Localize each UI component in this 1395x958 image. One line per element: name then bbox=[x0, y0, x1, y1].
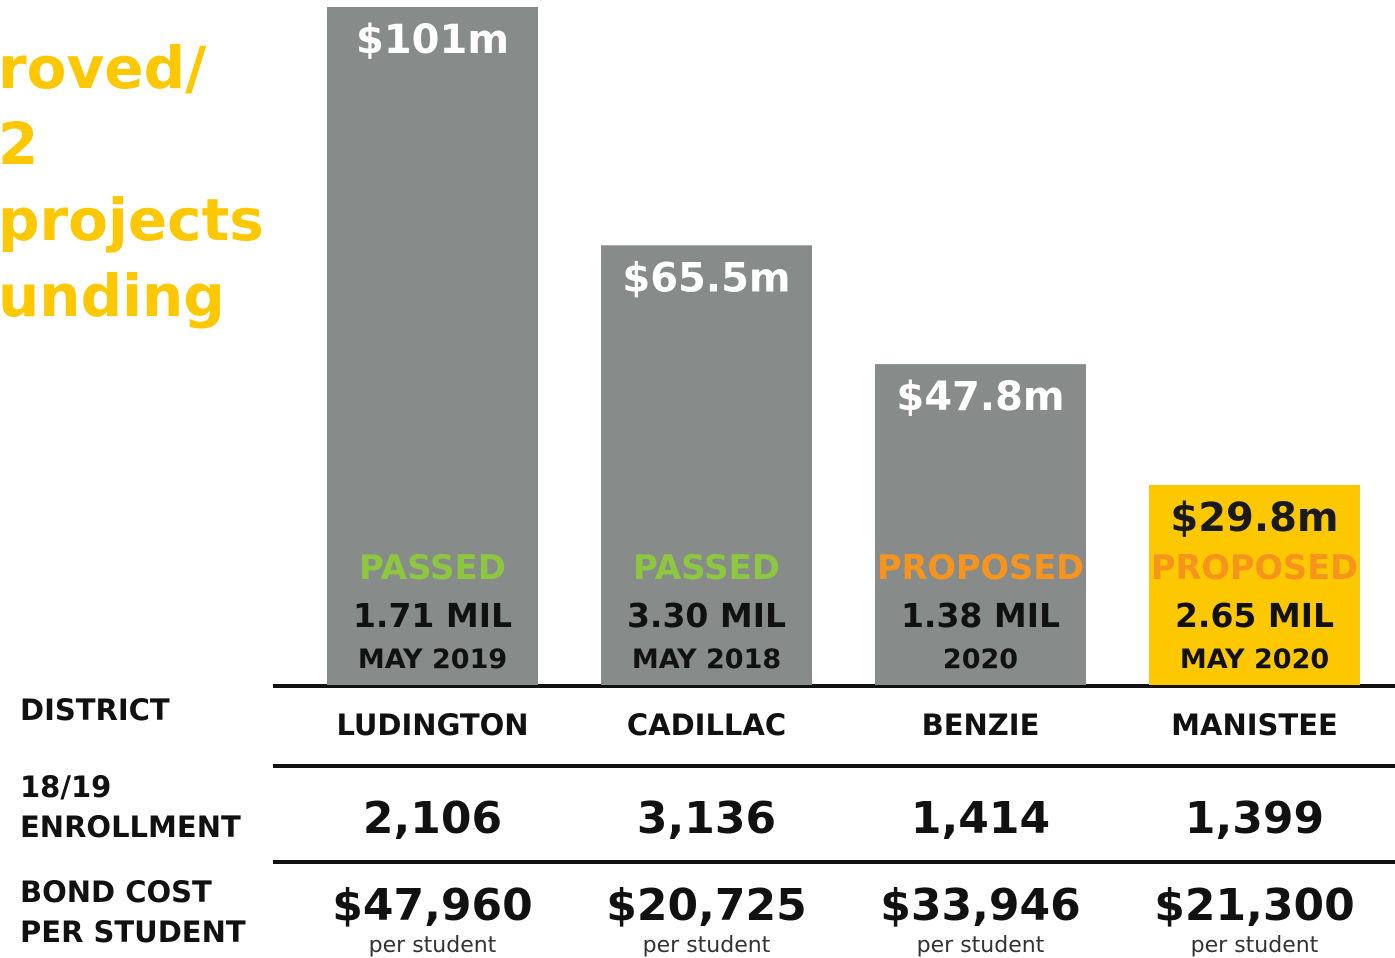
bond-cost: $33,946 bbox=[880, 880, 1080, 931]
date: MAY 2018 bbox=[632, 644, 781, 675]
title-line: 2 bbox=[0, 110, 38, 178]
value-label: $29.8m bbox=[1170, 495, 1338, 541]
status: PASSED bbox=[633, 548, 780, 588]
date: MAY 2019 bbox=[358, 644, 507, 675]
bar bbox=[1149, 484, 1360, 685]
millage: 3.30 MIL bbox=[627, 596, 786, 635]
cost-unit: per student bbox=[643, 933, 771, 958]
enrollment: 3,136 bbox=[637, 793, 776, 844]
bond-cost: $21,300 bbox=[1154, 880, 1354, 931]
row-label: PER STUDENT bbox=[20, 915, 246, 949]
bar bbox=[875, 364, 1086, 685]
status: PASSED bbox=[359, 548, 506, 588]
row-label: BOND COST bbox=[20, 875, 212, 909]
date: 2020 bbox=[943, 644, 1018, 675]
title-line: roved/ bbox=[0, 34, 207, 102]
district: MANISTEE bbox=[1171, 708, 1338, 742]
bar bbox=[601, 245, 812, 685]
enrollment: 1,414 bbox=[911, 793, 1050, 844]
enrollment: 1,399 bbox=[1185, 793, 1324, 844]
district: BENZIE bbox=[922, 708, 1040, 742]
title-line: unding bbox=[0, 262, 225, 330]
millage: 1.71 MIL bbox=[353, 596, 512, 635]
value-label: $65.5m bbox=[622, 255, 790, 301]
status: PROPOSED bbox=[877, 548, 1084, 588]
title-line: projects bbox=[0, 186, 264, 254]
district: LUDINGTON bbox=[336, 708, 528, 742]
row-label: DISTRICT bbox=[20, 693, 170, 727]
row-label: 18/19 bbox=[20, 770, 111, 804]
value-label: $47.8m bbox=[896, 374, 1064, 420]
bond-cost: $20,725 bbox=[606, 880, 806, 931]
cost-unit: per student bbox=[369, 933, 497, 958]
bond-cost: $47,960 bbox=[332, 880, 532, 931]
millage: 2.65 MIL bbox=[1175, 596, 1334, 635]
value-label: $101m bbox=[356, 17, 509, 63]
date: MAY 2020 bbox=[1180, 644, 1329, 675]
cost-unit: per student bbox=[917, 933, 1045, 958]
status: PROPOSED bbox=[1151, 548, 1358, 588]
millage: 1.38 MIL bbox=[901, 596, 1060, 635]
row-label: ENROLLMENT bbox=[20, 810, 241, 844]
enrollment: 2,106 bbox=[363, 793, 502, 844]
cost-unit: per student bbox=[1191, 933, 1319, 958]
bar bbox=[327, 7, 538, 685]
district: CADILLAC bbox=[627, 708, 786, 742]
